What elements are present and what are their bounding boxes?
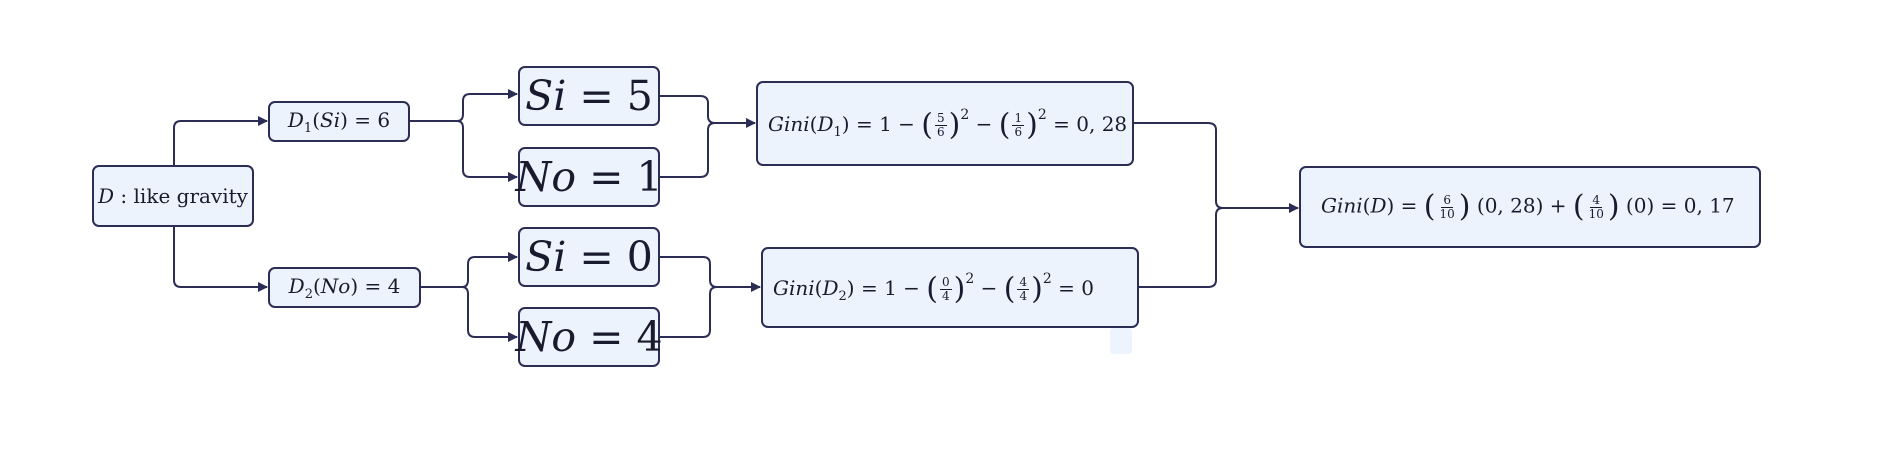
root-var: D — [98, 184, 115, 208]
edge-gini1-to-total — [1134, 122, 1299, 213]
edge-d2-to-no4 — [421, 286, 518, 342]
edge-d1-to-no1 — [410, 120, 518, 182]
leaf-si-5-label: Si — [525, 72, 567, 120]
gini-d2-sub: 2 — [838, 288, 847, 304]
gini-total-result: 0, 17 — [1683, 193, 1735, 218]
d1-cat: Si — [320, 107, 341, 132]
root-node[interactable]: D : like gravity — [92, 165, 254, 227]
edge-no4-to-gini2 — [660, 286, 718, 338]
gini-total-formula: Gini(D) = (6 10) (0, 28) + (4 10) (0) = 0,… — [1321, 189, 1735, 224]
edge-root-to-d2 — [173, 227, 268, 292]
gini-d2-node[interactable]: Gini(D2) = 1 − (0 4)2 − (4 4)2 = 0 — [761, 247, 1139, 328]
gini-d2-arg: D — [822, 275, 839, 300]
d2-cat: No — [320, 273, 351, 298]
edge-root-to-d1 — [173, 116, 268, 165]
gini-d1-result: 0, 28 — [1076, 111, 1128, 136]
gini-d2-exp-1: 2 — [965, 270, 975, 287]
gini-d2-result: 0 — [1081, 275, 1094, 300]
gini-d1-fn: Gini — [768, 111, 810, 136]
leaf-no-1-label: No — [515, 153, 577, 201]
d2-value: 4 — [387, 273, 401, 298]
gini-total-node[interactable]: Gini(D) = (6 10) (0, 28) + (4 10) (0) = 0,… — [1299, 166, 1761, 248]
gini-d1-node[interactable]: Gini(D1) = 1 − (5 6)2 − (1 6)2 = 0, 28 — [756, 81, 1134, 166]
leaf-no-4-value: 4 — [636, 313, 663, 361]
gini-d2-formula: Gini(D2) = 1 − (0 4)2 − (4 4)2 = 0 — [773, 270, 1094, 307]
leaf-no-4-label: No — [515, 313, 577, 361]
edge-si0-to-gini2 — [660, 256, 761, 292]
gini-d1-formula: Gini(D1) = 1 − (5 6)2 − (1 6)2 = 0, 28 — [768, 106, 1128, 143]
d2-formula: D2(No) = 4 — [288, 273, 401, 302]
gini-d1-arg: D — [817, 111, 834, 136]
edge-si5-to-gini1 — [660, 95, 756, 128]
d2-sub: 2 — [304, 286, 313, 302]
gini-total-arg: D — [1370, 193, 1387, 218]
gini-total-frac-1: 6 10 — [1439, 192, 1455, 221]
d1-formula: D1(Si) = 6 — [287, 107, 391, 136]
leaf-si-0-value: 0 — [626, 233, 653, 281]
d1-var: D — [287, 107, 304, 132]
edge-gini2-to-total — [1139, 207, 1224, 288]
leaf-no-1[interactable]: No = 1 — [515, 147, 663, 207]
gini-total-v2: 0 — [1633, 193, 1647, 218]
leaf-si-0-label: Si — [525, 233, 567, 281]
root-text: : like gravity — [114, 184, 248, 208]
leaf-si-5[interactable]: Si = 5 — [518, 66, 660, 126]
gini-d1-exp-2: 2 — [1037, 106, 1047, 123]
d1-value: 6 — [377, 107, 391, 132]
gini-total-frac-2: 4 10 — [1588, 192, 1604, 221]
d1-sub: 1 — [303, 120, 313, 136]
leaf-no-4[interactable]: No = 4 — [515, 307, 663, 367]
gini-total-v1: 0, 28 — [1484, 193, 1536, 218]
edge-d1-to-si5 — [410, 89, 518, 122]
gini-total-fn: Gini — [1321, 193, 1363, 218]
d2-node[interactable]: D2(No) = 4 — [268, 267, 421, 308]
edge-no1-to-gini1 — [660, 122, 716, 178]
d1-node[interactable]: D1(Si) = 6 — [268, 101, 410, 142]
leaf-si-0[interactable]: Si = 0 — [518, 227, 660, 287]
leaf-no-1-value: 1 — [636, 153, 663, 201]
gini-d1-exp-1: 2 — [960, 106, 970, 123]
d2-var: D — [288, 273, 305, 298]
leaf-si-5-value: 5 — [626, 72, 653, 120]
edge-d2-to-si0 — [421, 252, 518, 288]
gini-d2-exp-2: 2 — [1042, 270, 1052, 287]
resize-handle[interactable] — [1110, 328, 1132, 354]
gini-d1-sub: 1 — [833, 124, 842, 140]
gini-d2-fn: Gini — [773, 275, 815, 300]
